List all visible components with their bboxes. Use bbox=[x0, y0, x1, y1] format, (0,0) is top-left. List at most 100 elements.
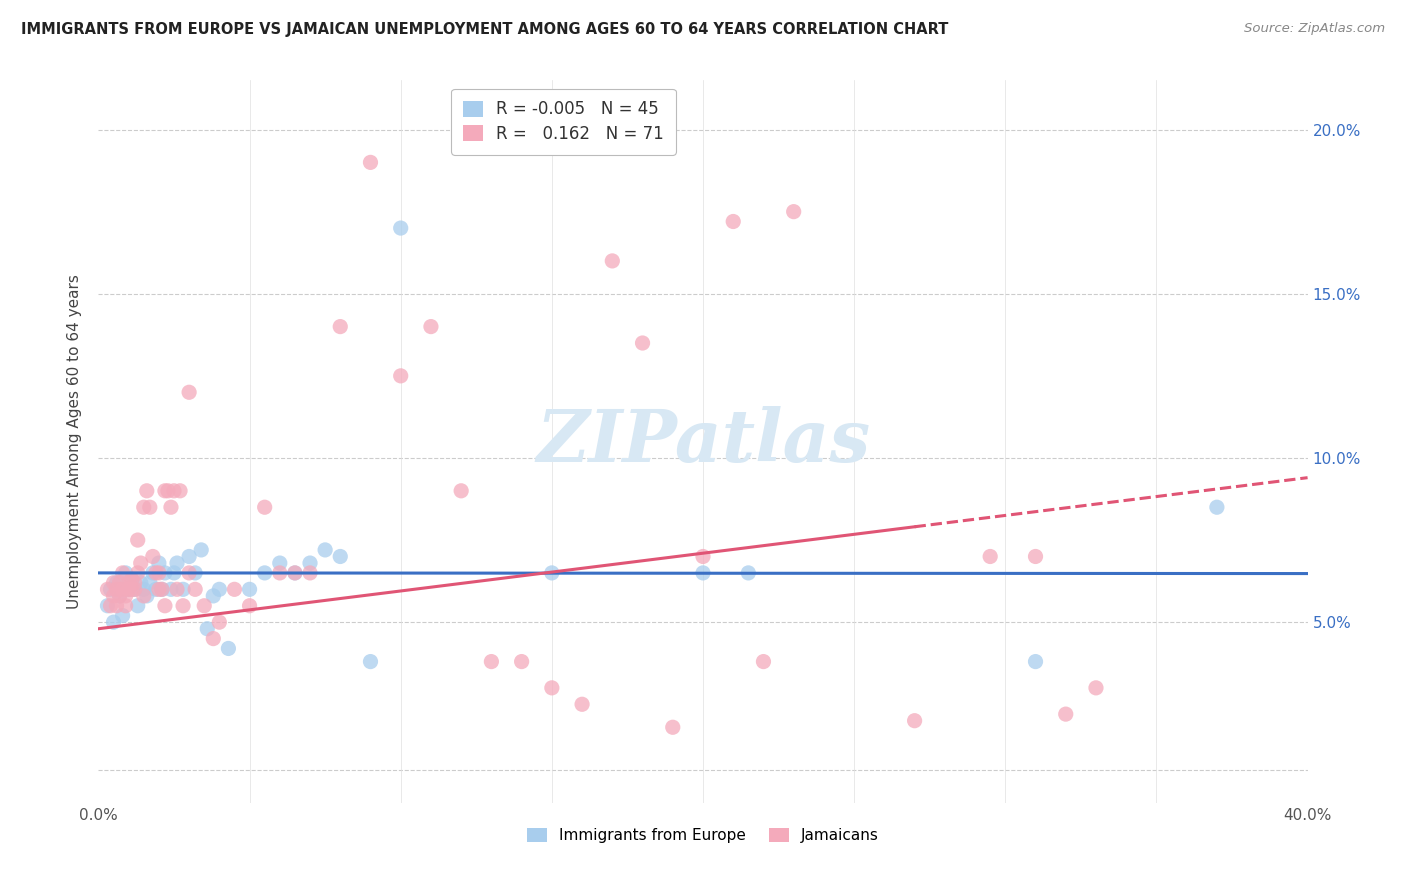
Point bbox=[481, 655, 503, 669]
Point bbox=[571, 698, 593, 712]
Point bbox=[145, 566, 167, 580]
Point bbox=[540, 566, 562, 580]
Point bbox=[179, 566, 201, 580]
Point bbox=[153, 566, 176, 580]
Point bbox=[184, 566, 207, 580]
Point bbox=[420, 319, 443, 334]
Point bbox=[118, 582, 141, 597]
Point bbox=[150, 582, 173, 597]
Point bbox=[783, 204, 806, 219]
Point bbox=[692, 549, 714, 564]
Point bbox=[602, 253, 624, 268]
Point bbox=[129, 575, 152, 590]
Point bbox=[166, 556, 188, 570]
Point bbox=[114, 589, 136, 603]
Point bbox=[163, 566, 186, 580]
Point bbox=[121, 582, 143, 597]
Point bbox=[360, 655, 382, 669]
Point bbox=[239, 582, 262, 597]
Point bbox=[100, 582, 122, 597]
Point bbox=[510, 655, 533, 669]
Point bbox=[163, 483, 186, 498]
Point bbox=[139, 500, 162, 515]
Point bbox=[1024, 549, 1046, 564]
Point bbox=[184, 582, 207, 597]
Point bbox=[661, 720, 683, 734]
Point bbox=[329, 319, 352, 334]
Point bbox=[127, 599, 149, 613]
Point bbox=[253, 500, 276, 515]
Point bbox=[105, 575, 128, 590]
Point bbox=[156, 483, 179, 498]
Point bbox=[142, 549, 165, 564]
Point bbox=[153, 599, 176, 613]
Point bbox=[127, 533, 149, 547]
Point bbox=[239, 599, 262, 613]
Point bbox=[121, 573, 143, 587]
Point bbox=[195, 622, 218, 636]
Point bbox=[752, 655, 775, 669]
Point bbox=[314, 542, 336, 557]
Point bbox=[100, 599, 122, 613]
Point bbox=[329, 549, 352, 564]
Point bbox=[118, 575, 141, 590]
Point bbox=[1054, 707, 1077, 722]
Point bbox=[540, 681, 562, 695]
Point bbox=[269, 566, 291, 580]
Point bbox=[111, 566, 134, 580]
Point bbox=[121, 573, 143, 587]
Point bbox=[148, 556, 170, 570]
Point bbox=[150, 582, 173, 597]
Point bbox=[202, 632, 225, 646]
Point bbox=[190, 542, 212, 557]
Point bbox=[124, 582, 146, 597]
Point bbox=[124, 575, 146, 590]
Point bbox=[108, 575, 131, 590]
Point bbox=[389, 221, 412, 235]
Point bbox=[389, 368, 412, 383]
Point bbox=[132, 582, 155, 597]
Point bbox=[114, 599, 136, 613]
Point bbox=[148, 566, 170, 580]
Point bbox=[737, 566, 759, 580]
Point bbox=[1024, 655, 1046, 669]
Point bbox=[135, 483, 157, 498]
Point bbox=[631, 336, 654, 351]
Point bbox=[129, 556, 152, 570]
Point bbox=[1085, 681, 1108, 695]
Point bbox=[118, 582, 141, 597]
Point bbox=[1206, 500, 1229, 515]
Text: IMMIGRANTS FROM EUROPE VS JAMAICAN UNEMPLOYMENT AMONG AGES 60 TO 64 YEARS CORREL: IMMIGRANTS FROM EUROPE VS JAMAICAN UNEMP… bbox=[21, 22, 949, 37]
Point bbox=[145, 582, 167, 597]
Point bbox=[169, 483, 191, 498]
Legend: Immigrants from Europe, Jamaicans: Immigrants from Europe, Jamaicans bbox=[522, 822, 884, 849]
Point bbox=[124, 582, 146, 597]
Point bbox=[450, 483, 472, 498]
Point bbox=[108, 589, 131, 603]
Point bbox=[103, 589, 125, 603]
Point bbox=[132, 589, 155, 603]
Point bbox=[108, 589, 131, 603]
Point bbox=[153, 483, 176, 498]
Point bbox=[904, 714, 927, 728]
Point bbox=[172, 599, 194, 613]
Point bbox=[103, 615, 125, 630]
Point bbox=[142, 566, 165, 580]
Point bbox=[284, 566, 307, 580]
Point bbox=[284, 566, 307, 580]
Point bbox=[217, 641, 239, 656]
Point bbox=[148, 582, 170, 597]
Text: Source: ZipAtlas.com: Source: ZipAtlas.com bbox=[1244, 22, 1385, 36]
Point bbox=[208, 582, 231, 597]
Point bbox=[723, 214, 745, 228]
Point bbox=[132, 500, 155, 515]
Point bbox=[979, 549, 1001, 564]
Point bbox=[160, 582, 183, 597]
Text: ZIPatlas: ZIPatlas bbox=[536, 406, 870, 477]
Point bbox=[208, 615, 231, 630]
Point bbox=[105, 599, 128, 613]
Point bbox=[692, 566, 714, 580]
Point bbox=[299, 566, 322, 580]
Point bbox=[269, 556, 291, 570]
Point bbox=[224, 582, 246, 597]
